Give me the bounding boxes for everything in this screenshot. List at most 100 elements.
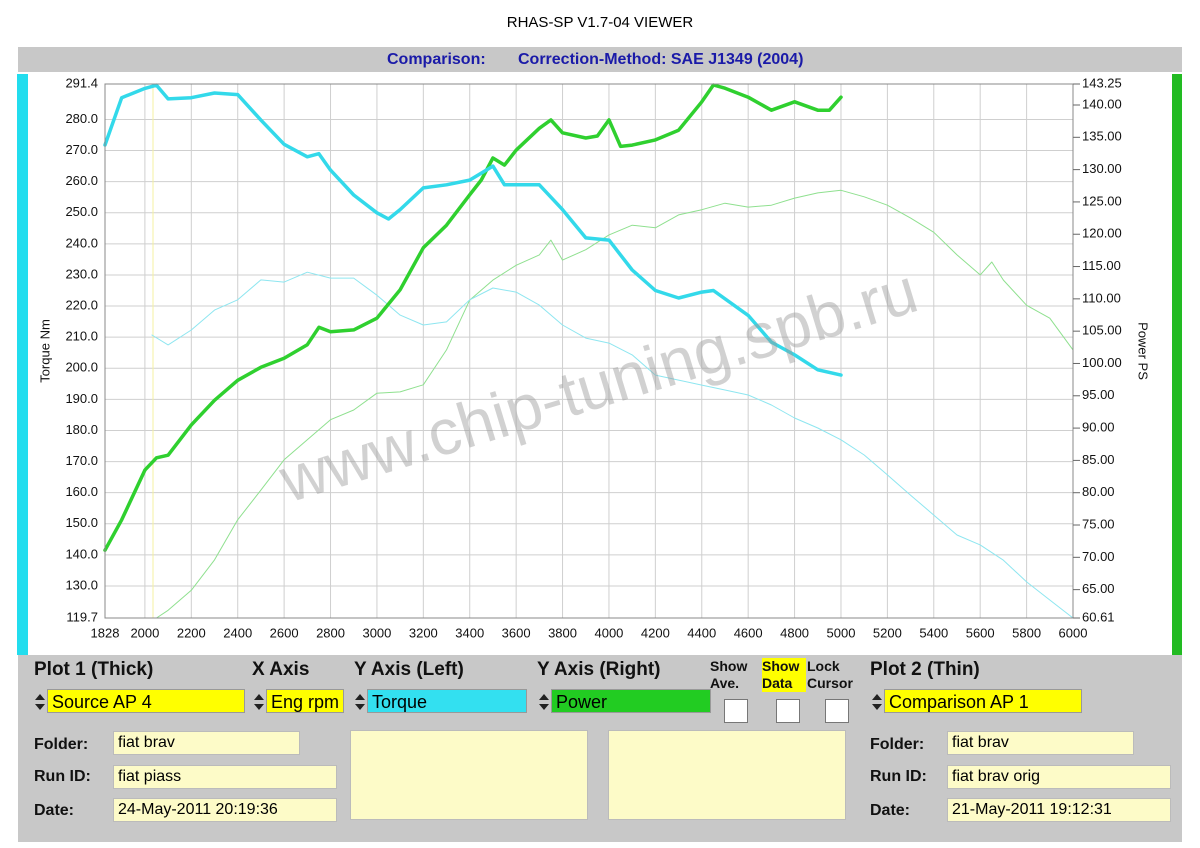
x-tick-label: 4000 (594, 625, 623, 640)
y-tick-label: 240.0 (65, 235, 98, 250)
x-tick-label: 2200 (177, 625, 206, 640)
y2-tick-label: 95.00 (1082, 387, 1115, 402)
y-left-select[interactable]: Torque (367, 689, 527, 713)
spinner[interactable] (354, 692, 366, 712)
y2-tick-label: 70.00 (1082, 549, 1115, 564)
y2-tick-label: 125.00 (1082, 193, 1122, 208)
x-tick-label: 4400 (687, 625, 716, 640)
y2-tick-label: 105.00 (1082, 323, 1122, 338)
plot2-date: 21-May-2011 19:12:31 (947, 798, 1171, 822)
x-tick-label: 3800 (548, 625, 577, 640)
y2-tick-label: 115.00 (1082, 258, 1121, 273)
x-tick-label: 2000 (130, 625, 159, 640)
show-ave-label: Show Ave. (710, 658, 748, 691)
x-tick-label: 5000 (827, 625, 856, 640)
y-tick-label: 190.0 (65, 391, 98, 406)
y2-tick-label: 110.00 (1082, 290, 1121, 305)
x-tick-label: 3400 (455, 625, 484, 640)
run-label: Run ID: (34, 768, 91, 785)
y2-tick-label: 135.00 (1082, 129, 1122, 144)
y-tick-label: 220.0 (65, 297, 98, 312)
y2-tick-label: 90.00 (1082, 420, 1115, 435)
show-data-label: Show Data (762, 658, 806, 692)
x-tick-label: 2600 (270, 625, 299, 640)
y-tick-label: 119.7 (66, 609, 98, 624)
y-right-header: Y Axis (Right) (537, 659, 661, 680)
y2-tick-label: 120.00 (1082, 226, 1122, 241)
y-tick-label: 200.0 (65, 360, 98, 375)
y-tick-label: 170.0 (65, 453, 98, 468)
x-axis-select[interactable]: Eng rpm (266, 689, 344, 713)
data-line (156, 189, 1074, 619)
plot1-date: 24-May-2011 20:19:36 (113, 798, 337, 822)
show-ave-checkbox[interactable] (724, 699, 748, 723)
y-tick-label: 130.0 (65, 577, 98, 592)
y-tick-label: 210.0 (65, 329, 98, 344)
plot-frame (104, 83, 1074, 619)
plot1-run: fiat piass (113, 765, 337, 789)
plot2-run: fiat brav orig (947, 765, 1171, 789)
y2-tick-label: 143.25 (1082, 75, 1122, 90)
y-left-header: Y Axis (Left) (354, 659, 464, 680)
y2-tick-label: 65.00 (1082, 581, 1115, 596)
y-tick-label: 140.0 (65, 546, 98, 561)
data-line (103, 83, 843, 552)
x-tick-label: 4200 (641, 625, 670, 640)
spinner[interactable] (253, 692, 265, 712)
y2-tick-label: 75.00 (1082, 516, 1115, 531)
y-tick-label: 230.0 (65, 266, 98, 281)
y2-tick-label: 140.00 (1082, 96, 1122, 111)
lock-cursor-checkbox[interactable] (825, 699, 849, 723)
folder-label: Folder: (34, 736, 89, 753)
notes-box[interactable] (350, 730, 588, 820)
correction-method: Correction-Method: SAE J1349 (2004) (518, 51, 804, 68)
chart-background (17, 72, 1182, 655)
x-tick-label: 2800 (316, 625, 345, 640)
show-data-checkbox[interactable] (776, 699, 800, 723)
y2-tick-label: 100.00 (1082, 355, 1122, 370)
spinner[interactable] (538, 692, 550, 712)
y-right-select[interactable]: Power (551, 689, 711, 713)
right-axis-strip (1172, 74, 1182, 655)
x-tick-label: 6000 (1059, 625, 1088, 640)
y2-axis-label: Power PS (1136, 322, 1151, 380)
x-tick-label: 4600 (734, 625, 763, 640)
y-tick-label: 270.0 (65, 142, 98, 157)
spinner[interactable] (34, 692, 46, 712)
plot1-source[interactable]: Source AP 4 (47, 689, 245, 713)
x-tick-label: 5200 (873, 625, 902, 640)
y2-tick-label: 130.00 (1082, 161, 1122, 176)
x-tick-label: 3200 (409, 625, 438, 640)
x-tick-label: 2400 (223, 625, 252, 640)
plot2-folder: fiat brav (947, 731, 1134, 755)
y-tick-label: 180.0 (65, 422, 98, 437)
y-tick-label: 160.0 (65, 484, 98, 499)
y-tick-label: 260.0 (65, 173, 98, 188)
plot-lines (103, 83, 1074, 619)
x-tick-label: 1828 (91, 625, 120, 640)
y2-tick-label: 60.61 (1082, 609, 1115, 624)
x-tick-label: 3000 (362, 625, 391, 640)
notes-box[interactable] (608, 730, 846, 820)
y-tick-label: 291.4 (65, 75, 98, 90)
date-label: Date: (34, 802, 75, 819)
plot1-folder: fiat brav (113, 731, 300, 755)
run-label: Run ID: (870, 768, 927, 785)
y-tick-label: 250.0 (65, 204, 98, 219)
y-tick-label: 280.0 (65, 111, 98, 126)
chart: Torque Nm Power PS www.chip-tuning.spb.r… (17, 72, 1182, 655)
plot2-source[interactable]: Comparison AP 1 (884, 689, 1082, 713)
data-line (103, 83, 843, 377)
window-title: RHAS-SP V1.7-04 VIEWER (506, 14, 694, 31)
y2-tick-label: 85.00 (1082, 452, 1115, 467)
x-tick-label: 3600 (502, 625, 531, 640)
x-tick-label: 5400 (919, 625, 948, 640)
y2-tick-label: 80.00 (1082, 484, 1115, 499)
date-label: Date: (870, 802, 911, 819)
spinner[interactable] (871, 692, 883, 712)
lock-cursor-label: Lock Cursor (807, 658, 853, 691)
data-line (151, 271, 1074, 619)
plot1-header: Plot 1 (Thick) (34, 659, 154, 680)
